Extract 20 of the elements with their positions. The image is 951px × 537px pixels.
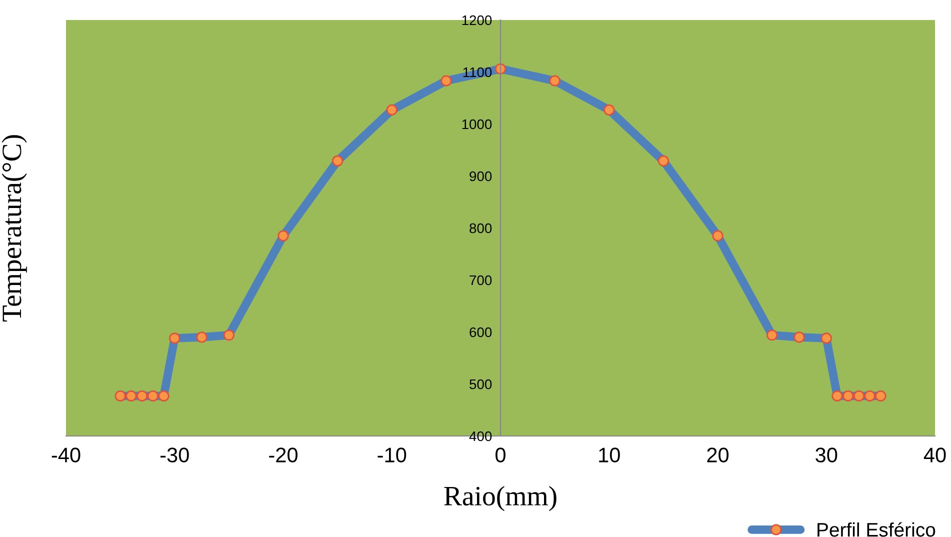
y-tick-label: 500 (470, 379, 492, 390)
y-tick-label: 1000 (462, 119, 492, 130)
x-axis-title: Raio(mm) (444, 486, 556, 512)
y-tick-label: 900 (470, 171, 492, 182)
x-tick-label: -20 (269, 448, 298, 462)
y-tick-label: 800 (470, 223, 492, 234)
y-tick-label: 700 (470, 275, 492, 286)
y-axis-title: Temperatura(°C) (2, 135, 27, 322)
x-tick-label: 20 (707, 448, 729, 462)
x-tick-label: -30 (160, 448, 189, 462)
x-tick-label: -10 (378, 448, 406, 462)
y-tick-label: 1100 (463, 67, 492, 78)
x-tick-label: -40 (52, 448, 80, 462)
x-tick-label: 40 (924, 448, 946, 462)
y-tick-label: 600 (470, 327, 492, 338)
y-tick-label: 400 (469, 431, 492, 442)
x-tick-label: 30 (816, 448, 838, 462)
legend-label: Perfil Esférico (818, 522, 936, 537)
x-tick-label: 10 (599, 448, 620, 462)
x-tick-label: 0 (496, 448, 506, 462)
